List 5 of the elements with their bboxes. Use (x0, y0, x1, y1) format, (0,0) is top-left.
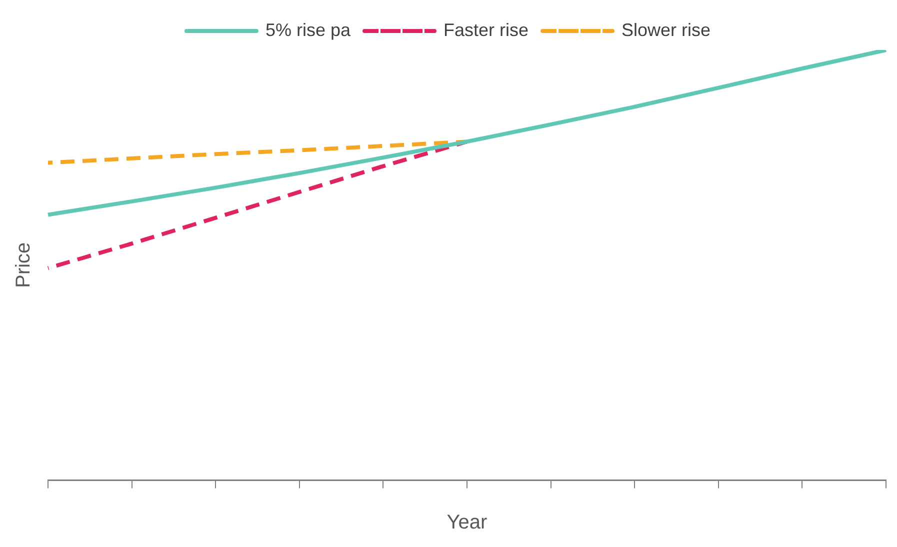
legend-label: Faster rise (444, 20, 529, 40)
y-axis-title: Price (12, 242, 35, 288)
x-axis-title: Year (446, 512, 488, 534)
legend-label: Slower rise (622, 20, 711, 40)
legend-label: 5% rise pa (265, 20, 352, 40)
